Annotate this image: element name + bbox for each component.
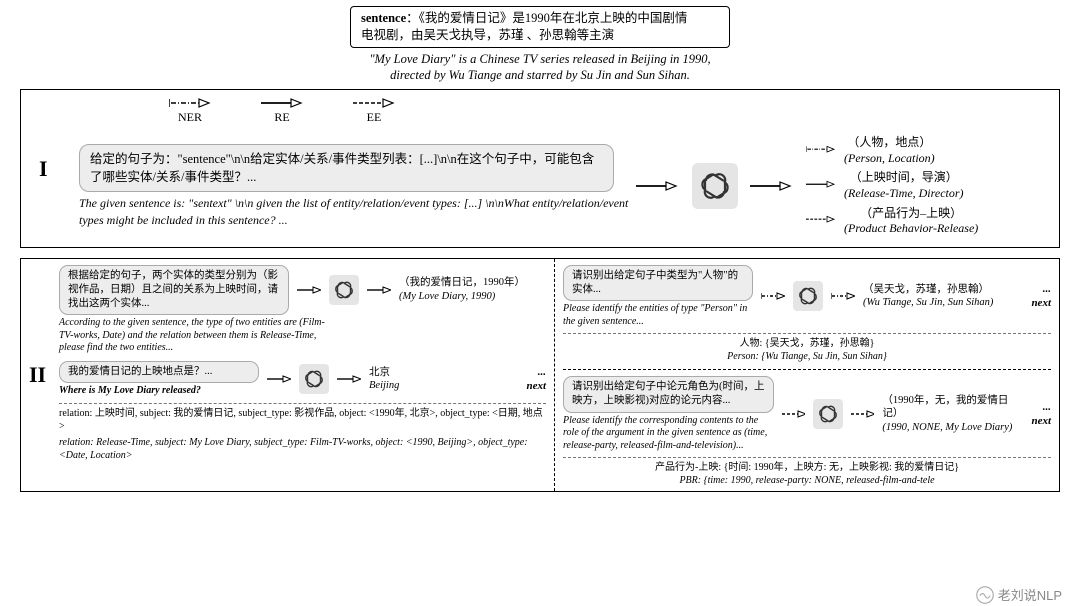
s2r-prompt2: 请识别出给定句子中论元角色为(时间，上映方，上映影视)对应的论元内容...: [563, 376, 774, 412]
stage-1: I NER RE EE 给定的句子为："sentence"\n\n给定实体/关系…: [20, 89, 1060, 248]
stage2-right: 请识别出给定句子中类型为"人物"的实体... Please identify t…: [555, 259, 1059, 491]
sentence-label: sentence: [361, 11, 406, 25]
gpt-icon: [329, 275, 359, 305]
stage1-outputs: （人物，地点）(Person, Location) （上映时间，导演）(Rele…: [806, 131, 978, 241]
stage-2-label: II: [29, 362, 46, 388]
s2r-prompt1: 请识别出给定句子中类型为"人物"的实体...: [563, 265, 753, 301]
legend-ner: NER: [169, 110, 211, 125]
gpt-icon: [793, 281, 823, 311]
sentence-zh2: 电视剧，由吴天戈执导，苏瑾 、孙思翰等主演: [361, 28, 614, 42]
legend-re: RE: [261, 110, 303, 125]
s2l-footer: relation: 上映时间, subject: 我的爱情日记, subject…: [59, 407, 546, 462]
stage1-prompt-en: The given sentence is: "sentext" \n\n gi…: [79, 195, 639, 227]
gpt-icon: [813, 399, 843, 429]
sentence-zh1: ：《我的爱情日记》是1990年在北京上映的中国剧情: [406, 11, 687, 25]
legend: NER RE EE: [169, 96, 1051, 125]
gpt-icon: [299, 364, 329, 394]
arrow-icon: [636, 180, 680, 192]
sentence-caption: "My Love Diary" is a Chinese TV series r…: [10, 51, 1070, 84]
arrow-icon: [750, 180, 794, 192]
stage2-left: 根据给定的句子，两个实体的类型分别为（影视作品，日期）且之间的关系为上映时间，请…: [51, 259, 555, 491]
watermark: 老刘说NLP: [976, 585, 1062, 604]
s2l-cap2: Where is My Love Diary released?: [59, 385, 259, 398]
sentence-box: sentence：《我的爱情日记》是1990年在北京上映的中国剧情 电视剧，由吴…: [350, 6, 730, 48]
stage-1-label: I: [39, 156, 48, 182]
stage1-prompt: 给定的句子为："sentence"\n\n给定实体/关系/事件类型列表：[...…: [79, 144, 614, 192]
s2l-prompt1: 根据给定的句子，两个实体的类型分别为（影视作品，日期）且之间的关系为上映时间，请…: [59, 265, 289, 316]
s2l-cap1: According to the given sentence, the typ…: [59, 317, 329, 355]
legend-ee: EE: [353, 110, 395, 125]
s2l-prompt2: 我的爱情日记的上映地点是？...: [59, 361, 259, 383]
gpt-icon: [692, 163, 738, 209]
stage-2: II 根据给定的句子，两个实体的类型分别为（影视作品，日期）且之间的关系为上映时…: [20, 258, 1060, 492]
